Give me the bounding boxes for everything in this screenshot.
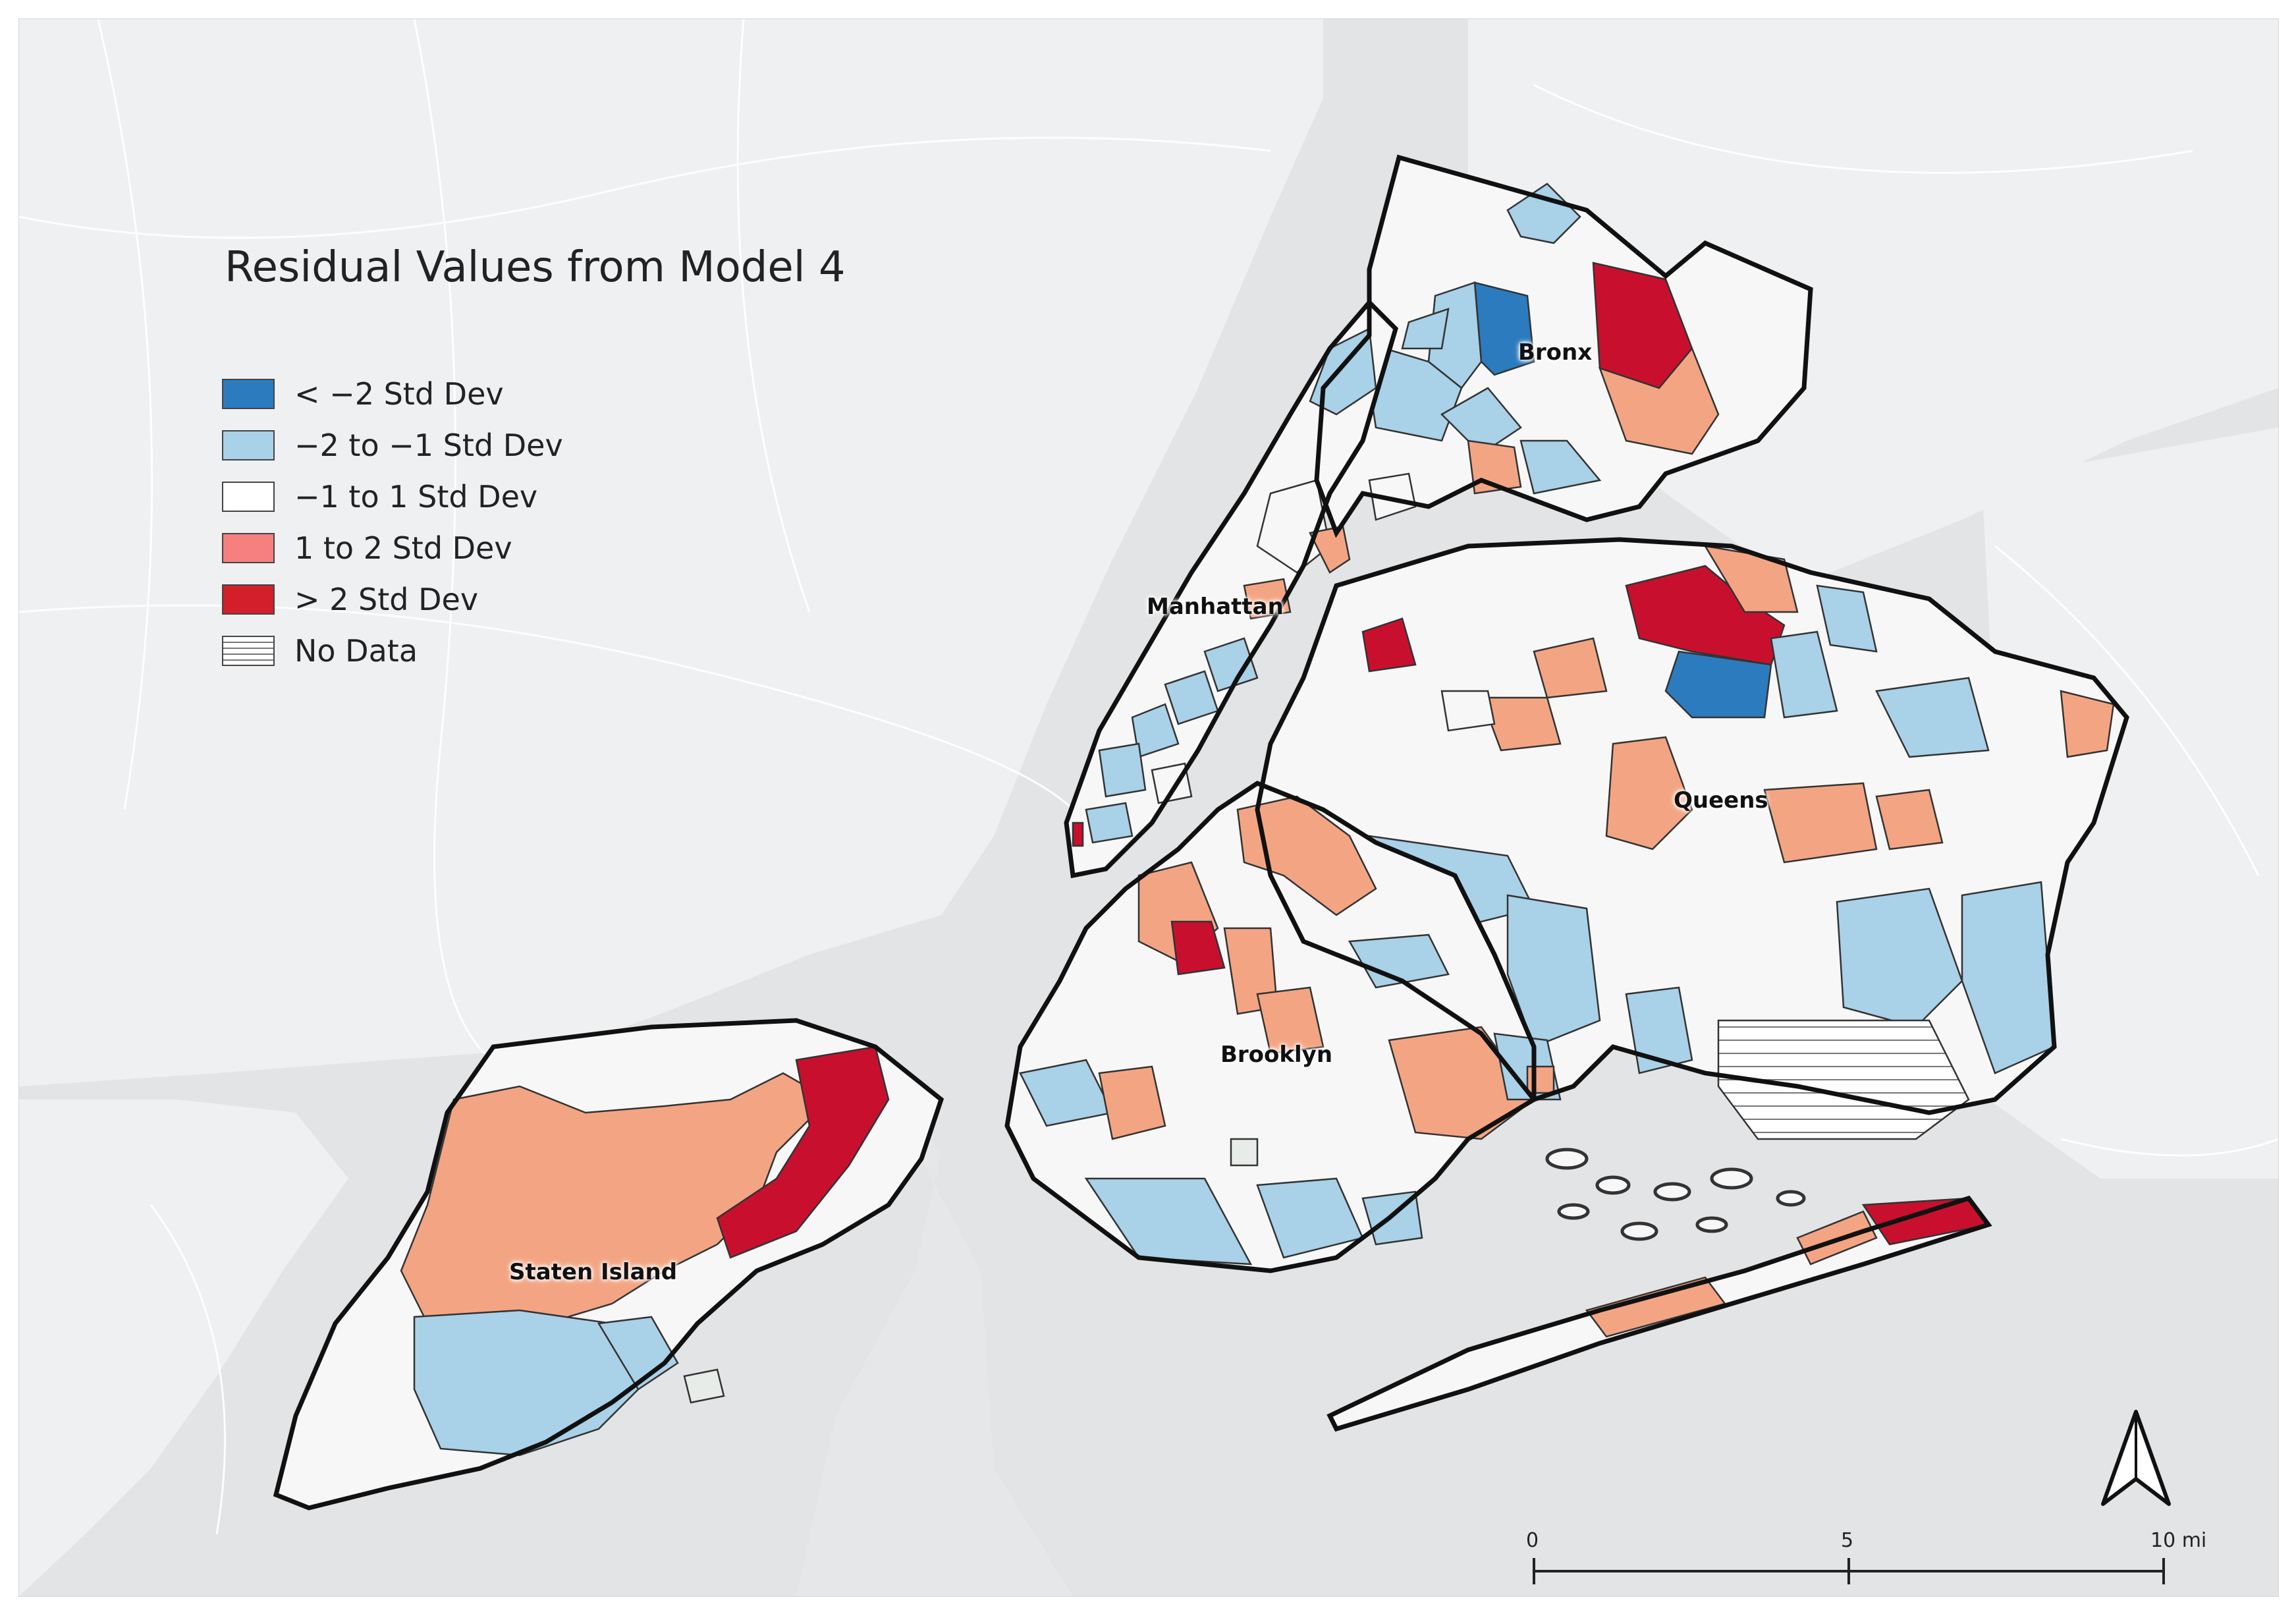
- legend-swatch: [222, 482, 275, 512]
- legend-item: < −2 Std Dev: [222, 368, 563, 420]
- scale-label-10: 10 mi: [2150, 1529, 2207, 1552]
- staten-island-tracts: [275, 1019, 943, 1509]
- legend-item: 1 to 2 Std Dev: [222, 522, 563, 574]
- legend-label: No Data: [294, 633, 418, 669]
- legend-swatch: [222, 636, 275, 666]
- legend-swatch: [222, 379, 275, 409]
- legend-swatch: [222, 430, 275, 460]
- borough-outlines: [273, 154, 2129, 1511]
- legend-item: > 2 Std Dev: [222, 574, 563, 625]
- legend-swatch: [222, 533, 275, 563]
- rockaway-tracts: [1328, 1197, 1990, 1430]
- brooklyn-tracts: [1006, 782, 1562, 1272]
- manhattan-tracts: [1065, 301, 1397, 877]
- borough-label-brooklyn: Brooklyn: [1220, 1042, 1333, 1068]
- scale-label-0: 0: [1526, 1529, 1539, 1552]
- legend-swatch: [222, 584, 275, 615]
- map-title: Residual Values from Model 4: [225, 243, 846, 292]
- legend-label: 1 to 2 Std Dev: [294, 530, 512, 566]
- jamaica-bay-islands: [1545, 1148, 1806, 1241]
- map-frame: Residual Values from Model 4 < −2 Std De…: [18, 18, 2279, 1597]
- legend: < −2 Std Dev −2 to −1 Std Dev −1 to 1 St…: [222, 368, 563, 677]
- map-canvas: [19, 19, 2278, 1596]
- bronx-tracts: [1315, 156, 1812, 535]
- legend-item: −1 to 1 Std Dev: [222, 471, 563, 522]
- scale-label-5: 5: [1841, 1529, 1854, 1552]
- scale-bar: [1533, 1558, 2165, 1584]
- legend-label: −1 to 1 Std Dev: [294, 479, 538, 515]
- borough-label-queens: Queens: [1674, 787, 1768, 814]
- legend-label: < −2 Std Dev: [294, 376, 504, 412]
- borough-label-bronx: Bronx: [1518, 339, 1593, 366]
- legend-label: −2 to −1 Std Dev: [294, 428, 563, 463]
- legend-label: > 2 Std Dev: [294, 582, 479, 617]
- borough-label-manhattan: Manhattan: [1147, 594, 1284, 620]
- north-arrow-icon: [2101, 1410, 2171, 1506]
- borough-label-staten-island: Staten Island: [509, 1259, 678, 1285]
- legend-item: −2 to −1 Std Dev: [222, 420, 563, 471]
- legend-item: No Data: [222, 625, 563, 677]
